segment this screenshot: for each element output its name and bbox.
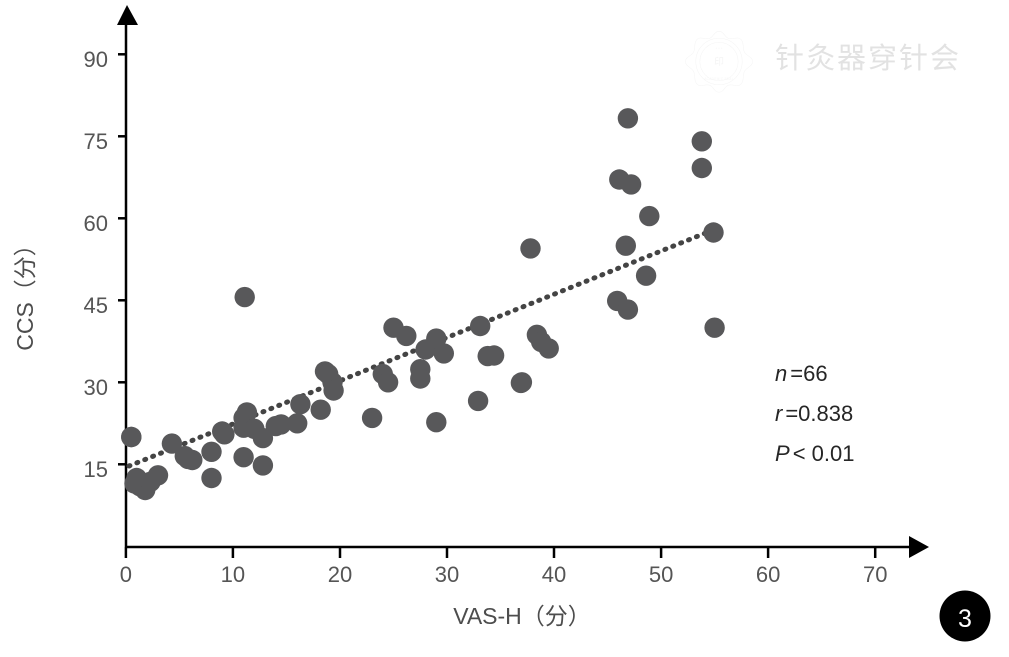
- svg-text:0: 0: [120, 562, 132, 587]
- svg-text:60: 60: [84, 211, 108, 236]
- svg-text:10: 10: [221, 562, 245, 587]
- svg-text:40: 40: [542, 562, 566, 587]
- svg-text:20: 20: [328, 562, 352, 587]
- svg-text:45: 45: [84, 293, 108, 318]
- svg-text:60: 60: [756, 562, 780, 587]
- svg-text:15: 15: [84, 457, 108, 482]
- svg-text:r=0.838: r =0.838: [775, 401, 853, 426]
- svg-text:VAS-H（分）: VAS-H（分）: [453, 603, 591, 629]
- svg-text:90: 90: [84, 47, 108, 72]
- svg-text:印: 印: [714, 56, 724, 68]
- svg-text:n=66: n =66: [775, 361, 828, 386]
- svg-text:CCS（分）: CCS（分）: [12, 233, 38, 351]
- svg-text:75: 75: [84, 129, 108, 154]
- svg-text:50: 50: [649, 562, 673, 587]
- svg-text:3: 3: [958, 605, 972, 633]
- svg-text:* * *: * * *: [716, 46, 723, 51]
- svg-text:30: 30: [435, 562, 459, 587]
- svg-text:ACADEMIC SEAL: ACADEMIC SEAL: [704, 77, 734, 81]
- svg-text:针灸器穿针会: 针灸器穿针会: [775, 42, 961, 75]
- svg-text:P< 0.01: P < 0.01: [775, 441, 854, 466]
- svg-text:30: 30: [84, 375, 108, 400]
- svg-text:70: 70: [863, 562, 887, 587]
